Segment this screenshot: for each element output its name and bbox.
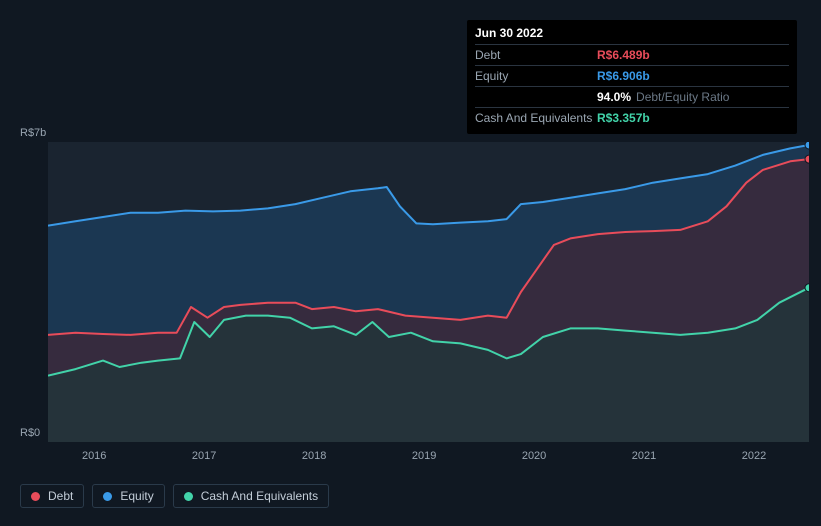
- y-axis-min-label: R$0: [20, 427, 40, 439]
- tooltip-ratio-label: Debt/Equity Ratio: [636, 90, 729, 104]
- tooltip-cash-label: Cash And Equivalents: [475, 111, 597, 125]
- legend-label: Debt: [48, 489, 73, 503]
- x-axis-tick: 2021: [632, 450, 656, 462]
- chart-plot-area[interactable]: [48, 142, 809, 442]
- tooltip-ratio-value: 94.0%: [597, 90, 631, 104]
- x-axis-tick: 2022: [742, 450, 766, 462]
- tooltip-debt-value: R$6.489b: [597, 48, 650, 62]
- chart-tooltip: Jun 30 2022 Debt R$6.489b Equity R$6.906…: [467, 20, 797, 134]
- x-axis-tick: 2018: [302, 450, 326, 462]
- x-axis-tick: 2016: [82, 450, 106, 462]
- chart-legend: Debt Equity Cash And Equivalents: [20, 484, 329, 508]
- chart-container: R$7b R$0 2016 2017 2018 2019 2020 2021 2022 Ju…: [0, 0, 821, 526]
- equity-color-dot-icon: [103, 492, 112, 501]
- tooltip-cash-value: R$3.357b: [597, 111, 650, 125]
- tooltip-date: Jun 30 2022: [475, 26, 789, 44]
- tooltip-equity-value: R$6.906b: [597, 69, 650, 83]
- legend-label: Cash And Equivalents: [201, 489, 318, 503]
- debt-color-dot-icon: [31, 492, 40, 501]
- x-axis-tick: 2019: [412, 450, 436, 462]
- tooltip-equity-label: Equity: [475, 69, 597, 83]
- cash-color-dot-icon: [184, 492, 193, 501]
- legend-item-cash[interactable]: Cash And Equivalents: [173, 484, 329, 508]
- y-axis-max-label: R$7b: [20, 127, 46, 139]
- legend-item-equity[interactable]: Equity: [92, 484, 164, 508]
- x-axis-tick: 2017: [192, 450, 216, 462]
- tooltip-debt-label: Debt: [475, 48, 597, 62]
- legend-item-debt[interactable]: Debt: [20, 484, 84, 508]
- x-axis-tick: 2020: [522, 450, 546, 462]
- legend-label: Equity: [120, 489, 153, 503]
